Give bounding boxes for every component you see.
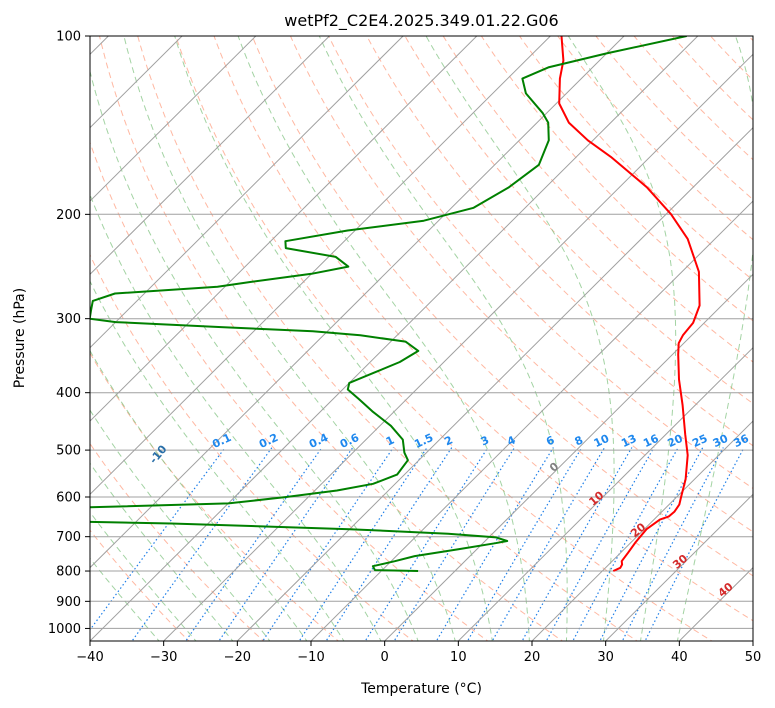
dry-adiabat-line	[404, 36, 753, 405]
x-tick-label: −40	[76, 650, 103, 665]
moist-adiabat-line	[90, 69, 419, 641]
mixing-ratio-line	[262, 447, 394, 641]
isotherm-line	[310, 200, 753, 641]
y-tick-label: 100	[56, 30, 81, 45]
dry-adiabat-line	[213, 36, 753, 622]
isotherm-line	[90, 36, 551, 496]
dry-adiabat-line	[366, 36, 753, 447]
isotherm-line	[90, 36, 257, 202]
mixing-ratio-line	[644, 447, 745, 641]
dry-adiabat-line	[595, 36, 753, 201]
dry-adiabat-line	[137, 36, 638, 641]
isotherm-line	[90, 36, 478, 422]
dry-adiabat-line	[633, 36, 753, 161]
dry-adiabat-line	[90, 352, 340, 641]
y-tick-label: 1000	[48, 622, 81, 637]
mixing-ratio-line	[131, 447, 273, 641]
isotherm-line	[163, 53, 753, 641]
mixing-ratio-label: 25	[690, 432, 709, 450]
profile-series	[90, 36, 701, 572]
x-tick-label: 0	[381, 650, 389, 665]
moist-adiabat-line	[90, 193, 382, 641]
chart-title: wetPf2_C2E4.2025.349.01.22.G06	[284, 11, 558, 31]
mixing-ratio-line	[572, 447, 679, 641]
y-tick-label: 400	[56, 386, 81, 401]
mixing-ratio-line	[298, 447, 428, 641]
isotherm-line	[384, 273, 753, 641]
x-tick-label: 30	[597, 650, 614, 665]
mixing-ratio-line	[521, 447, 633, 641]
x-tick-label: 10	[450, 650, 467, 665]
mixing-ratio-label: 30	[711, 432, 731, 450]
mixing-ratio-line	[621, 447, 724, 641]
isotherm-line	[90, 36, 625, 569]
dewpoint-profile-line	[90, 36, 687, 572]
dry-adiabat-line	[251, 36, 753, 577]
y-tick-label: 200	[56, 208, 81, 223]
y-axis-title: Pressure (hPa)	[12, 288, 28, 388]
y-tick-label: 900	[56, 595, 81, 610]
dry-adiabat-line	[90, 442, 265, 641]
mixing-ratio-line	[466, 447, 583, 641]
mixing-ratio-line	[364, 447, 489, 641]
y-tick-label: 700	[56, 530, 81, 545]
isotherm-line	[605, 493, 753, 641]
y-tick-label: 300	[56, 312, 81, 327]
mixing-ratio-line	[491, 447, 606, 641]
y-tick-label: 800	[56, 565, 81, 580]
pressure-gridlines	[90, 36, 753, 629]
isotherm-line	[90, 36, 699, 641]
axis-ticks: −40 −30 −20 −10 0 10 20 30 40 50 1000 900 800 700 600 5…	[48, 30, 761, 666]
isotherm-line	[236, 126, 753, 641]
x-tick-label: −20	[224, 650, 251, 665]
y-tick-label: 500	[56, 444, 81, 459]
mixing-ratio-label: 20	[666, 432, 686, 450]
y-tick-label: 600	[56, 491, 81, 506]
mixing-ratio-label: 36	[732, 432, 752, 450]
x-tick-label: −10	[297, 650, 324, 665]
mixing-ratio-label: 10	[592, 432, 612, 450]
mixing-ratio-label: 13	[619, 432, 638, 450]
x-tick-label: 20	[524, 650, 541, 665]
isotherms	[90, 36, 753, 641]
mixing-ratio-line	[325, 447, 453, 641]
dry-adiabat-line	[90, 253, 414, 641]
dry-adiabat-line	[289, 36, 753, 533]
mixing-ratio-label: 16	[641, 432, 661, 450]
isotherm-line	[90, 36, 330, 276]
dry-adiabat-line	[328, 36, 753, 490]
dry-adiabat-line	[442, 36, 753, 363]
x-tick-label: 50	[745, 650, 762, 665]
isotherm-line	[457, 346, 753, 641]
dry-adiabat-line	[98, 36, 564, 641]
isopleth-labels: -100-90-80-70-60-50-40-30-20-100.10.20.4…	[147, 431, 752, 600]
x-tick-label: −30	[150, 650, 177, 665]
isotherm-line	[90, 36, 404, 349]
isotherm-line	[531, 420, 753, 641]
temperature-profile-line	[558, 36, 701, 572]
dry-adiabat-line	[90, 141, 489, 641]
mixing-ratio-line	[90, 447, 226, 631]
x-axis-title: Temperature (°C)	[360, 681, 482, 697]
x-tick-label: 40	[671, 650, 688, 665]
plot-frame	[89, 35, 754, 642]
